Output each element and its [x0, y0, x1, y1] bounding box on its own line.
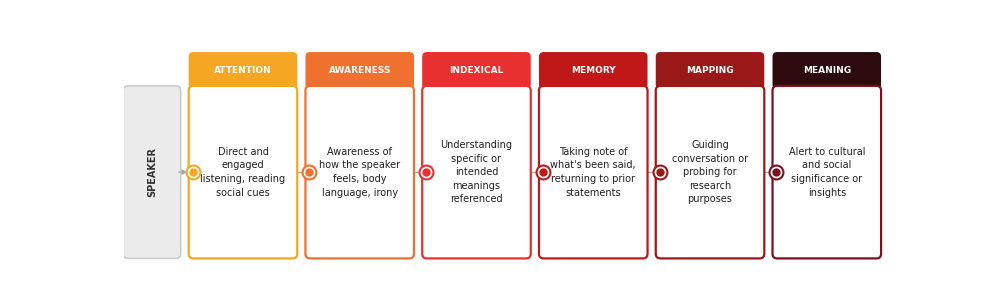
Text: INDEXICAL: INDEXICAL: [449, 66, 503, 75]
Text: MEANING: MEANING: [802, 66, 851, 75]
Text: ATTENTION: ATTENTION: [214, 66, 272, 75]
FancyBboxPatch shape: [306, 52, 414, 89]
Text: Awareness of
how the speaker
feels, body
language, irony: Awareness of how the speaker feels, body…: [319, 147, 400, 198]
FancyBboxPatch shape: [539, 52, 647, 89]
FancyBboxPatch shape: [773, 86, 881, 258]
FancyBboxPatch shape: [123, 86, 181, 258]
Text: MEMORY: MEMORY: [571, 66, 616, 75]
Text: MAPPING: MAPPING: [686, 66, 734, 75]
Text: Direct and
engaged
listening, reading
social cues: Direct and engaged listening, reading so…: [201, 147, 286, 198]
FancyBboxPatch shape: [189, 86, 297, 258]
Text: Alert to cultural
and social
significance or
insights: Alert to cultural and social significanc…: [788, 147, 865, 198]
FancyBboxPatch shape: [655, 86, 765, 258]
Text: SPEAKER: SPEAKER: [147, 147, 157, 197]
FancyBboxPatch shape: [539, 86, 647, 258]
FancyBboxPatch shape: [655, 52, 765, 89]
Text: AWARENESS: AWARENESS: [329, 66, 391, 75]
FancyBboxPatch shape: [422, 86, 531, 258]
FancyBboxPatch shape: [189, 52, 297, 89]
FancyBboxPatch shape: [422, 52, 531, 89]
FancyBboxPatch shape: [306, 86, 414, 258]
Text: Guiding
conversation or
probing for
research
purposes: Guiding conversation or probing for rese…: [672, 140, 748, 205]
Text: Taking note of
what's been said,
returning to prior
statements: Taking note of what's been said, returni…: [550, 147, 637, 198]
FancyBboxPatch shape: [773, 52, 881, 89]
Text: Understanding
specific or
intended
meanings
referenced: Understanding specific or intended meani…: [441, 140, 512, 205]
